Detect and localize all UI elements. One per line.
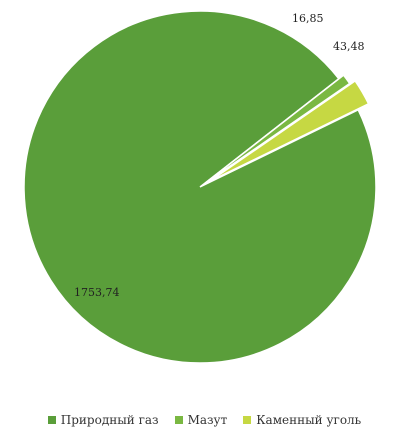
pie-slice [23, 10, 377, 364]
pie-slice [204, 74, 351, 185]
legend-item: Мазут [174, 413, 228, 427]
data-label: 1753,74 [74, 286, 120, 299]
data-label: 16,85 [292, 12, 324, 25]
legend-item: Каменный уголь [243, 413, 361, 427]
legend-label: Каменный уголь [256, 413, 362, 427]
legend-label: Мазут [187, 413, 228, 427]
legend-swatch [243, 416, 252, 424]
chart-legend: Природный газ Мазут Каменный уголь [0, 413, 409, 427]
legend-label: Природный газ [60, 413, 159, 427]
legend-swatch [174, 416, 183, 424]
data-label: 43,48 [333, 40, 365, 53]
pie-slice [209, 79, 370, 182]
legend-swatch [47, 416, 56, 424]
legend-item: Природный газ [47, 413, 159, 427]
